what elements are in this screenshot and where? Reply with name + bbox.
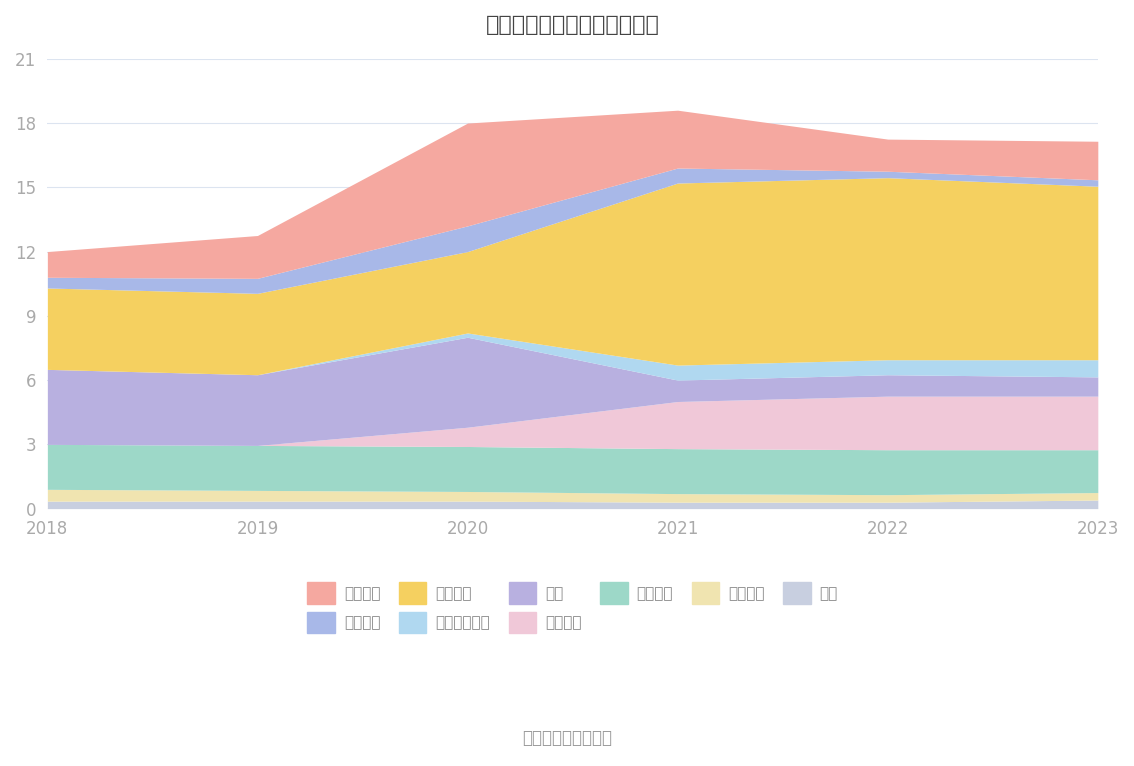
Legend: 货币资金, 应收票据, 应收账款, 应收款项融资, 存货, 合同资产, 固定资产, 无形资产, 其它: 货币资金, 应收票据, 应收账款, 应收款项融资, 存货, 合同资产, 固定资产…: [299, 574, 846, 641]
Title: 历年主要资产堆积图（亿元）: 历年主要资产堆积图（亿元）: [485, 15, 660, 35]
Text: 数据来源：恒生聚源: 数据来源：恒生聚源: [522, 729, 612, 747]
